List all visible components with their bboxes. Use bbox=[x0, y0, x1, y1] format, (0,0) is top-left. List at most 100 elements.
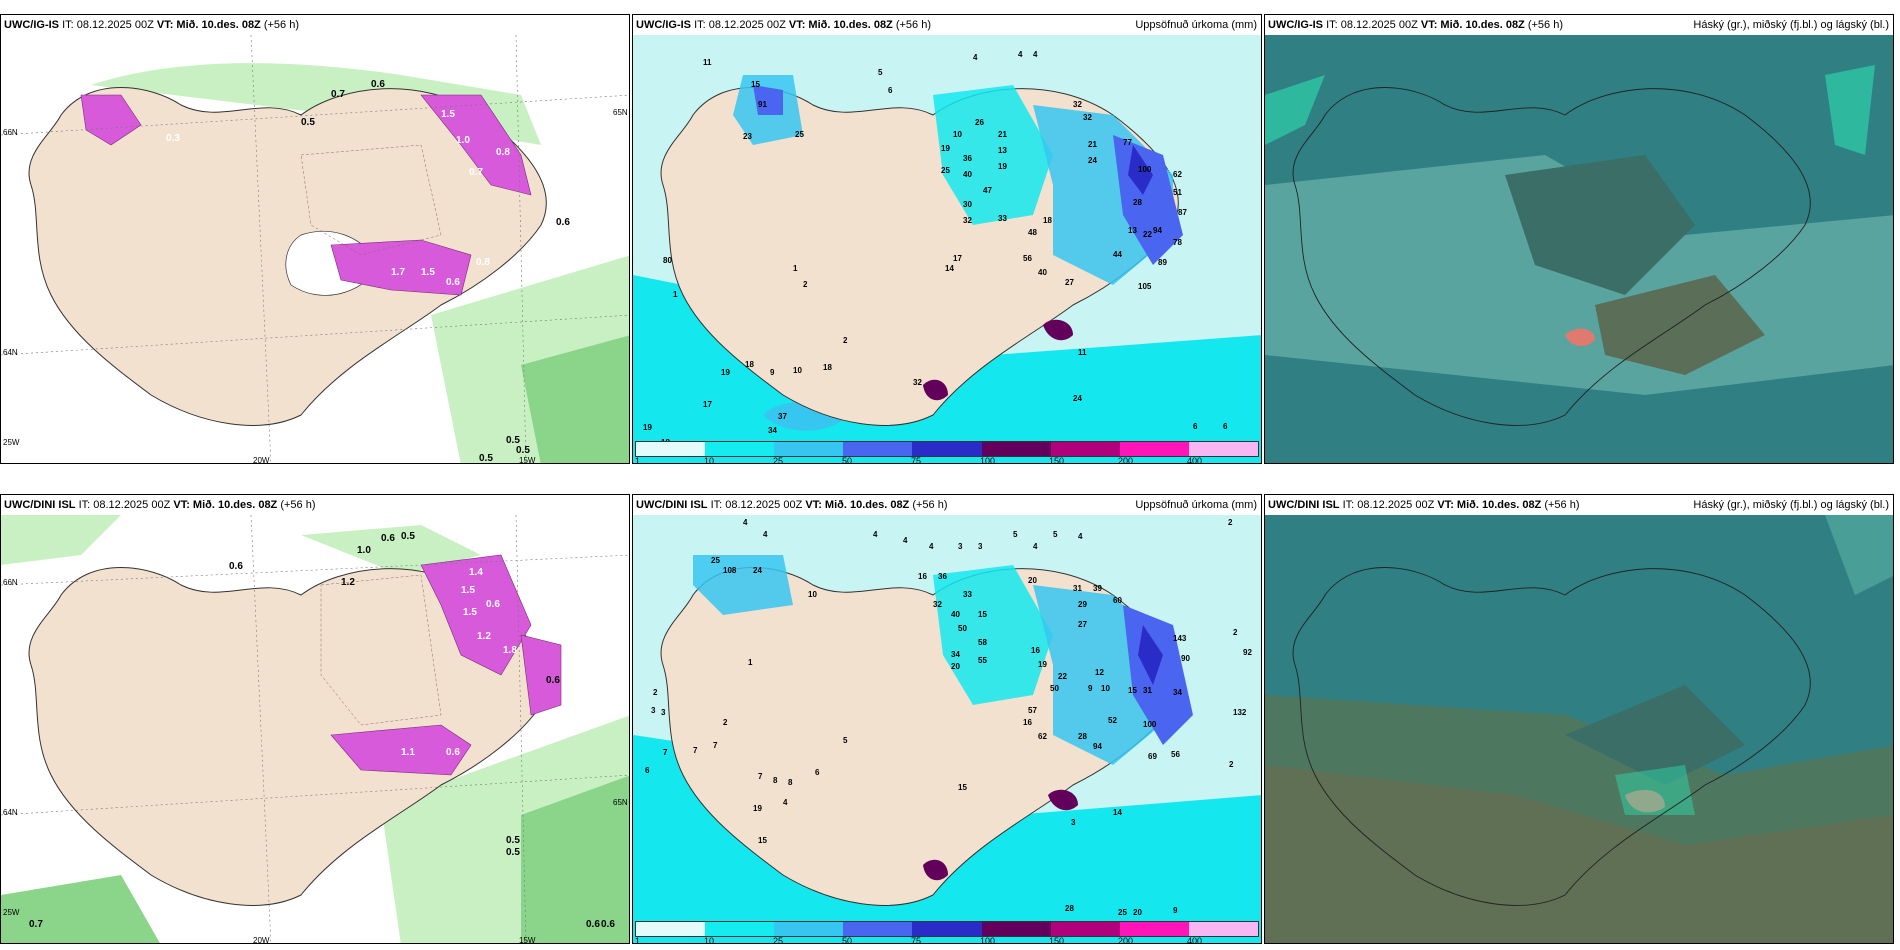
value-label: 6 bbox=[1223, 422, 1228, 431]
init-time: IT: 08.12.2025 00Z bbox=[78, 499, 171, 511]
value-label: 0.6 bbox=[601, 919, 615, 930]
value-label: 18 bbox=[745, 360, 754, 369]
value-label: 18 bbox=[823, 363, 832, 372]
value-label: 0.5 bbox=[506, 835, 520, 846]
value-label: 3 bbox=[1071, 818, 1076, 827]
value-label: 12 bbox=[1095, 668, 1104, 677]
lat-label: 65N bbox=[613, 108, 628, 117]
value-label: 1.0 bbox=[456, 135, 470, 146]
value-label: 15 bbox=[1128, 686, 1137, 695]
panel-title: Uppsöfnuð úrkoma (mm) bbox=[1135, 19, 1257, 31]
value-label: 56 bbox=[1023, 254, 1032, 263]
panel-bottom-clouds: UWC/DINI ISL IT: 08.12.2025 00Z VT: Mið.… bbox=[1264, 494, 1894, 944]
panel-top-precip: UWC/IG-IS IT: 08.12.2025 00Z VT: Mið. 10… bbox=[632, 14, 1262, 464]
value-label: 0.6 bbox=[446, 747, 460, 758]
value-label: 143 bbox=[1173, 634, 1187, 643]
value-label: 3 bbox=[651, 706, 656, 715]
value-label: 2 bbox=[1233, 628, 1238, 637]
value-label: 132 bbox=[1233, 708, 1247, 717]
value-label: 23 bbox=[743, 132, 752, 141]
value-label: 1 bbox=[793, 264, 798, 273]
value-label: 7 bbox=[758, 772, 763, 781]
value-label: 19 bbox=[941, 144, 950, 153]
value-label: 0.3 bbox=[166, 133, 180, 144]
value-label: 1.5 bbox=[463, 607, 477, 618]
value-label: 0.6 bbox=[486, 599, 500, 610]
value-label: 69 bbox=[1148, 752, 1157, 761]
panel-top-clouds: UWC/IG-IS IT: 08.12.2025 00Z VT: Mið. 10… bbox=[1264, 14, 1894, 464]
value-label: 62 bbox=[1038, 732, 1047, 741]
value-label: 29 bbox=[1078, 600, 1087, 609]
value-label: 108 bbox=[723, 566, 737, 575]
lead-time: (+56 h) bbox=[263, 19, 300, 31]
value-label: 36 bbox=[963, 154, 972, 163]
value-label: 4 bbox=[763, 530, 768, 539]
value-label: 77 bbox=[1123, 138, 1132, 147]
value-label: 10 bbox=[1101, 684, 1110, 693]
panel-header: UWC/DINI ISL IT: 08.12.2025 00Z VT: Mið.… bbox=[633, 495, 1261, 515]
value-label: 6 bbox=[815, 768, 820, 777]
value-label: 21 bbox=[1088, 140, 1097, 149]
value-label: 4 bbox=[1033, 542, 1038, 551]
lat-label: 64N bbox=[3, 348, 18, 357]
value-label: 6 bbox=[1193, 422, 1198, 431]
value-label: 2 bbox=[843, 336, 848, 345]
value-label: 31 bbox=[1073, 584, 1082, 593]
value-label: 0.6 bbox=[381, 533, 395, 544]
value-label: 4 bbox=[929, 542, 934, 551]
icing-map: 20W 15W 66N 64N 25W 65N 0.7 0.6 0.6 0.5 … bbox=[1, 35, 629, 464]
panel-bottom-precip: UWC/DINI ISL IT: 08.12.2025 00Z VT: Mið.… bbox=[632, 494, 1262, 944]
value-label: 8 bbox=[773, 776, 778, 785]
value-label: 8 bbox=[788, 778, 793, 787]
value-label: 25 bbox=[941, 166, 950, 175]
colorbar-segment bbox=[981, 442, 1051, 456]
lat-label: 66N bbox=[3, 128, 18, 137]
colorbar-tick: 1 bbox=[635, 456, 641, 464]
panel-header: UWC/IG-IS IT: 08.12.2025 00Z VT: Mið. 10… bbox=[1, 15, 629, 35]
model-name: UWC/IG-IS bbox=[636, 19, 691, 31]
value-label: 15 bbox=[958, 783, 967, 792]
valid-time: VT: Mið. 10.des. 08Z bbox=[1437, 499, 1542, 511]
value-label: 2 bbox=[1228, 518, 1233, 527]
value-label: 2 bbox=[723, 718, 728, 727]
precip-map: 4 4 4 4 4 3 3 5 4 5 4 2 108 24 25 10 16 … bbox=[633, 515, 1261, 943]
colorbar-tick: 25 bbox=[773, 456, 784, 464]
value-label: 24 bbox=[1073, 394, 1082, 403]
value-label: 32 bbox=[1083, 113, 1092, 122]
colorbar-tick: 100 bbox=[980, 456, 996, 464]
cloud-map bbox=[1265, 515, 1893, 943]
colorbar-tick: 75 bbox=[911, 456, 922, 464]
icing-map: 20W 15W 66N 64N 25W 65N 1.0 0.6 0.5 0.6 … bbox=[1, 515, 629, 943]
value-label: 91 bbox=[758, 100, 767, 109]
value-label: 94 bbox=[1153, 226, 1162, 235]
value-label: 30 bbox=[963, 200, 972, 209]
value-label: 6 bbox=[888, 86, 893, 95]
precip-values: 4 4 4 4 4 3 3 5 4 5 4 2 108 24 25 10 16 … bbox=[645, 518, 1252, 917]
value-label: 14 bbox=[945, 264, 954, 273]
value-label: 0.5 bbox=[401, 531, 415, 542]
value-label: 0.5 bbox=[506, 847, 520, 858]
init-time: IT: 08.12.2025 00Z bbox=[694, 19, 786, 31]
value-label: 40 bbox=[951, 610, 960, 619]
value-label: 9 bbox=[770, 368, 775, 377]
lat-label: 66N bbox=[3, 578, 18, 587]
colorbar-tick: 10 bbox=[704, 456, 715, 464]
panel-title: Uppsöfnuð úrkoma (mm) bbox=[1135, 499, 1257, 511]
colorbar-segment bbox=[636, 442, 706, 456]
value-label: 50 bbox=[958, 624, 967, 633]
value-label: 60 bbox=[1113, 596, 1122, 605]
value-label: 0.6 bbox=[546, 675, 560, 686]
lat-label: 25W bbox=[3, 908, 20, 917]
value-label: 44 bbox=[1113, 250, 1122, 259]
lon-label: 20W bbox=[253, 456, 270, 464]
value-label: 7 bbox=[663, 748, 668, 757]
value-label: 9 bbox=[1173, 906, 1178, 915]
value-label: 34 bbox=[768, 426, 777, 435]
colorbar-segment bbox=[1119, 442, 1189, 456]
value-label: 33 bbox=[998, 214, 1007, 223]
value-label: 5 bbox=[878, 68, 883, 77]
value-label: 4 bbox=[1018, 50, 1023, 59]
value-label: 94 bbox=[1093, 742, 1102, 751]
colorbar-tick: 50 bbox=[842, 456, 853, 464]
colorbar-segment bbox=[843, 442, 913, 456]
